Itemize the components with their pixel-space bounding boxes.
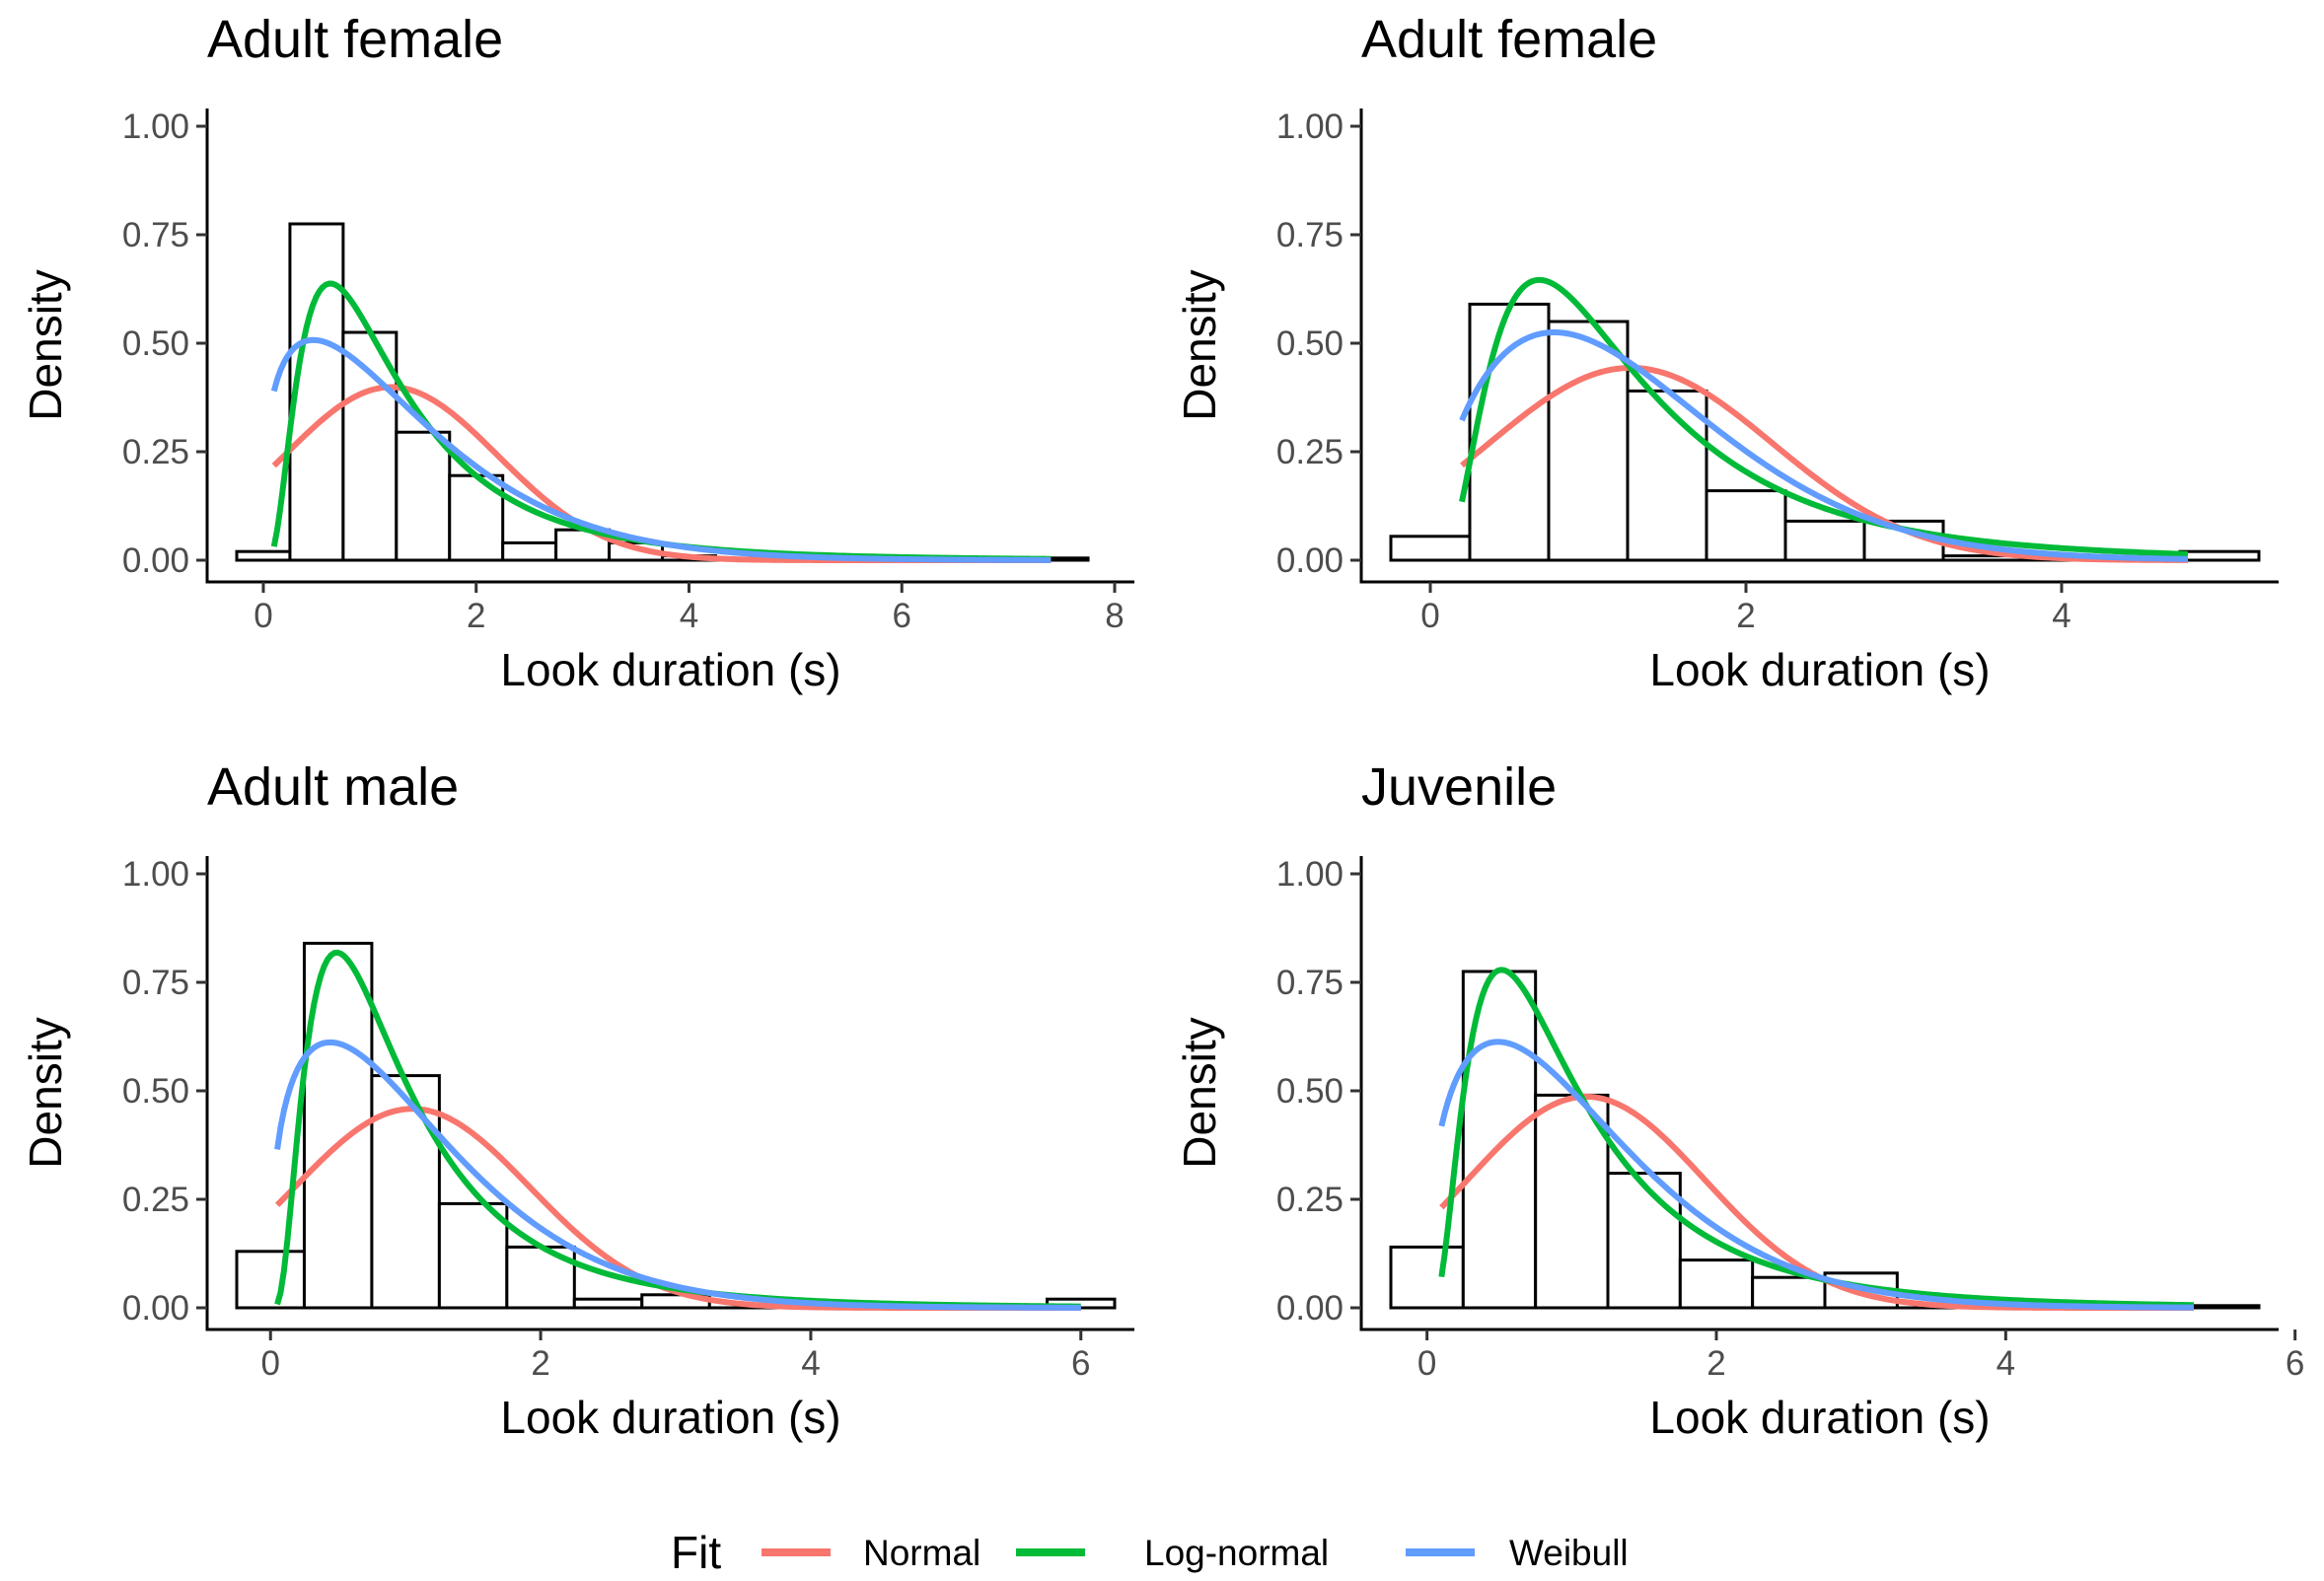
fit-curves — [1459, 276, 2189, 563]
y-axis-title: Density — [1174, 269, 1225, 420]
y-axis-title: Density — [1174, 1017, 1225, 1168]
panel-2: Adult female 0.00 0.25 0.50 0.75 1.00 0 2 4 Look … — [1174, 10, 2279, 695]
histogram-bar — [235, 1250, 306, 1310]
x-axis-title: Look duration (s) — [1649, 1392, 1990, 1443]
fit-curves — [270, 280, 1052, 563]
y-tick-label: 0.00 — [1276, 541, 1344, 580]
panel-3: Adult male 0.00 0.25 0.50 0.75 1.00 0 2 4 6 Look d… — [20, 757, 1134, 1443]
x-tick-label: 0 — [1420, 597, 1439, 635]
fit-curve-weibull — [270, 336, 1052, 563]
histogram-bar — [1626, 389, 1708, 562]
x-tick-label: 0 — [254, 597, 272, 635]
y-tick-label: 0.00 — [122, 541, 189, 580]
histogram-bar — [1783, 519, 1866, 562]
histogram-bar — [1534, 1093, 1610, 1310]
x-tick-label: 6 — [893, 597, 911, 635]
x-tick-label: 4 — [801, 1344, 820, 1383]
legend-item-log-normal: Log-normal — [1016, 1533, 1329, 1573]
y-tick-label: 0.25 — [122, 1181, 189, 1219]
histogram-bar — [1705, 489, 1787, 562]
histogram-bar — [1547, 320, 1630, 562]
y-tick-label: 0.50 — [1276, 324, 1344, 363]
histogram-bar — [505, 1245, 576, 1310]
panel-1: Adult female 0.00 0.25 0.50 0.75 1.00 0 2 4 6 8 Loo… — [20, 10, 1134, 695]
y-tick-label: 1.00 — [1276, 855, 1344, 894]
fit-curves — [1438, 967, 2195, 1311]
legend-title: Fit — [671, 1527, 721, 1578]
y-tick-label: 0.75 — [1276, 216, 1344, 254]
histogram-bar — [1751, 1275, 1827, 1310]
y-tick-label: 0.75 — [122, 964, 189, 1002]
x-tick-label: 2 — [467, 597, 485, 635]
x-tick-label: 2 — [531, 1344, 549, 1383]
x-tick-label: 4 — [2052, 597, 2070, 635]
fit-curve-log-normal — [1459, 276, 2189, 557]
y-tick-label: 1.00 — [122, 855, 189, 894]
histogram-bar — [1389, 1245, 1465, 1310]
fit-curve-weibull — [1438, 1039, 2195, 1311]
x-tick-label: 6 — [2286, 1344, 2304, 1383]
x-tick-label: 2 — [1736, 597, 1755, 635]
panel-title: Adult female — [1361, 10, 1657, 69]
x-tick-label: 2 — [1707, 1344, 1725, 1383]
histogram-bars — [1389, 970, 2261, 1310]
histogram-bar — [395, 430, 452, 562]
y-tick-label: 0.25 — [122, 433, 189, 471]
x-tick-label: 0 — [260, 1344, 279, 1383]
panel-title: Adult female — [207, 10, 503, 69]
panel-title: Juvenile — [1361, 757, 1557, 817]
histogram-bar — [572, 1297, 644, 1310]
fit-curve-normal — [1460, 364, 2189, 563]
y-tick-label: 0.75 — [1276, 964, 1344, 1002]
histogram-bar — [1678, 1258, 1755, 1310]
y-tick-label: 0.00 — [122, 1289, 189, 1328]
histogram-bar — [437, 1201, 509, 1310]
histogram-bar — [1389, 535, 1472, 562]
histogram-bar — [2185, 1304, 2261, 1310]
histogram-bar — [1606, 1172, 1682, 1310]
fit-curve-weibull — [1459, 329, 2189, 562]
y-tick-label: 0.50 — [122, 1072, 189, 1111]
x-tick-label: 0 — [1417, 1344, 1436, 1383]
panel-title: Adult male — [207, 757, 459, 817]
histogram-bar — [235, 549, 292, 562]
fit-curve-weibull — [274, 1039, 1081, 1311]
y-tick-label: 0.00 — [1276, 1289, 1344, 1328]
histogram-bar — [501, 540, 558, 562]
x-axis-title: Look duration (s) — [500, 644, 840, 695]
x-tick-label: 8 — [1105, 597, 1124, 635]
legend-label: Weibull — [1509, 1533, 1629, 1573]
histogram-bar — [1468, 302, 1551, 562]
x-axis-title: Look duration (s) — [1649, 644, 1990, 695]
y-tick-label: 1.00 — [122, 108, 189, 146]
x-axis-title: Look duration (s) — [500, 1392, 840, 1443]
legend: Fit Normal Log-normal Weibull — [671, 1527, 1629, 1578]
legend-item-weibull: Weibull — [1406, 1533, 1629, 1573]
histogram-bar — [2178, 549, 2261, 562]
panel-4: Juvenile 0.00 0.25 0.50 0.75 1.00 0 2 4 6 Look dur… — [1174, 757, 2304, 1443]
legend-label: Log-normal — [1144, 1533, 1329, 1573]
y-tick-label: 1.00 — [1276, 108, 1344, 146]
x-tick-label: 6 — [1071, 1344, 1090, 1383]
y-axis-title: Density — [20, 269, 71, 420]
y-tick-label: 0.50 — [122, 324, 189, 363]
y-tick-label: 0.50 — [1276, 1072, 1344, 1111]
x-tick-label: 4 — [1997, 1344, 2015, 1383]
y-tick-label: 0.25 — [1276, 1181, 1344, 1219]
fit-curves — [274, 949, 1081, 1311]
x-tick-label: 4 — [680, 597, 698, 635]
legend-item-normal: Normal — [762, 1533, 980, 1573]
y-tick-label: 0.25 — [1276, 433, 1344, 471]
y-tick-label: 0.75 — [122, 216, 189, 254]
legend-label: Normal — [863, 1533, 980, 1573]
y-axis-title: Density — [20, 1017, 71, 1168]
